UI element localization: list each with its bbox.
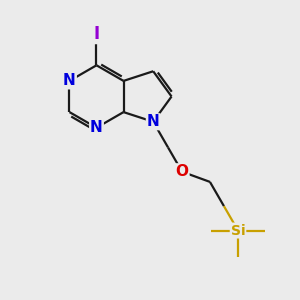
Text: N: N (90, 120, 103, 135)
Text: Si: Si (231, 224, 245, 238)
Text: N: N (147, 114, 160, 129)
Text: N: N (63, 74, 76, 88)
Text: O: O (176, 164, 189, 179)
Text: I: I (93, 25, 100, 43)
